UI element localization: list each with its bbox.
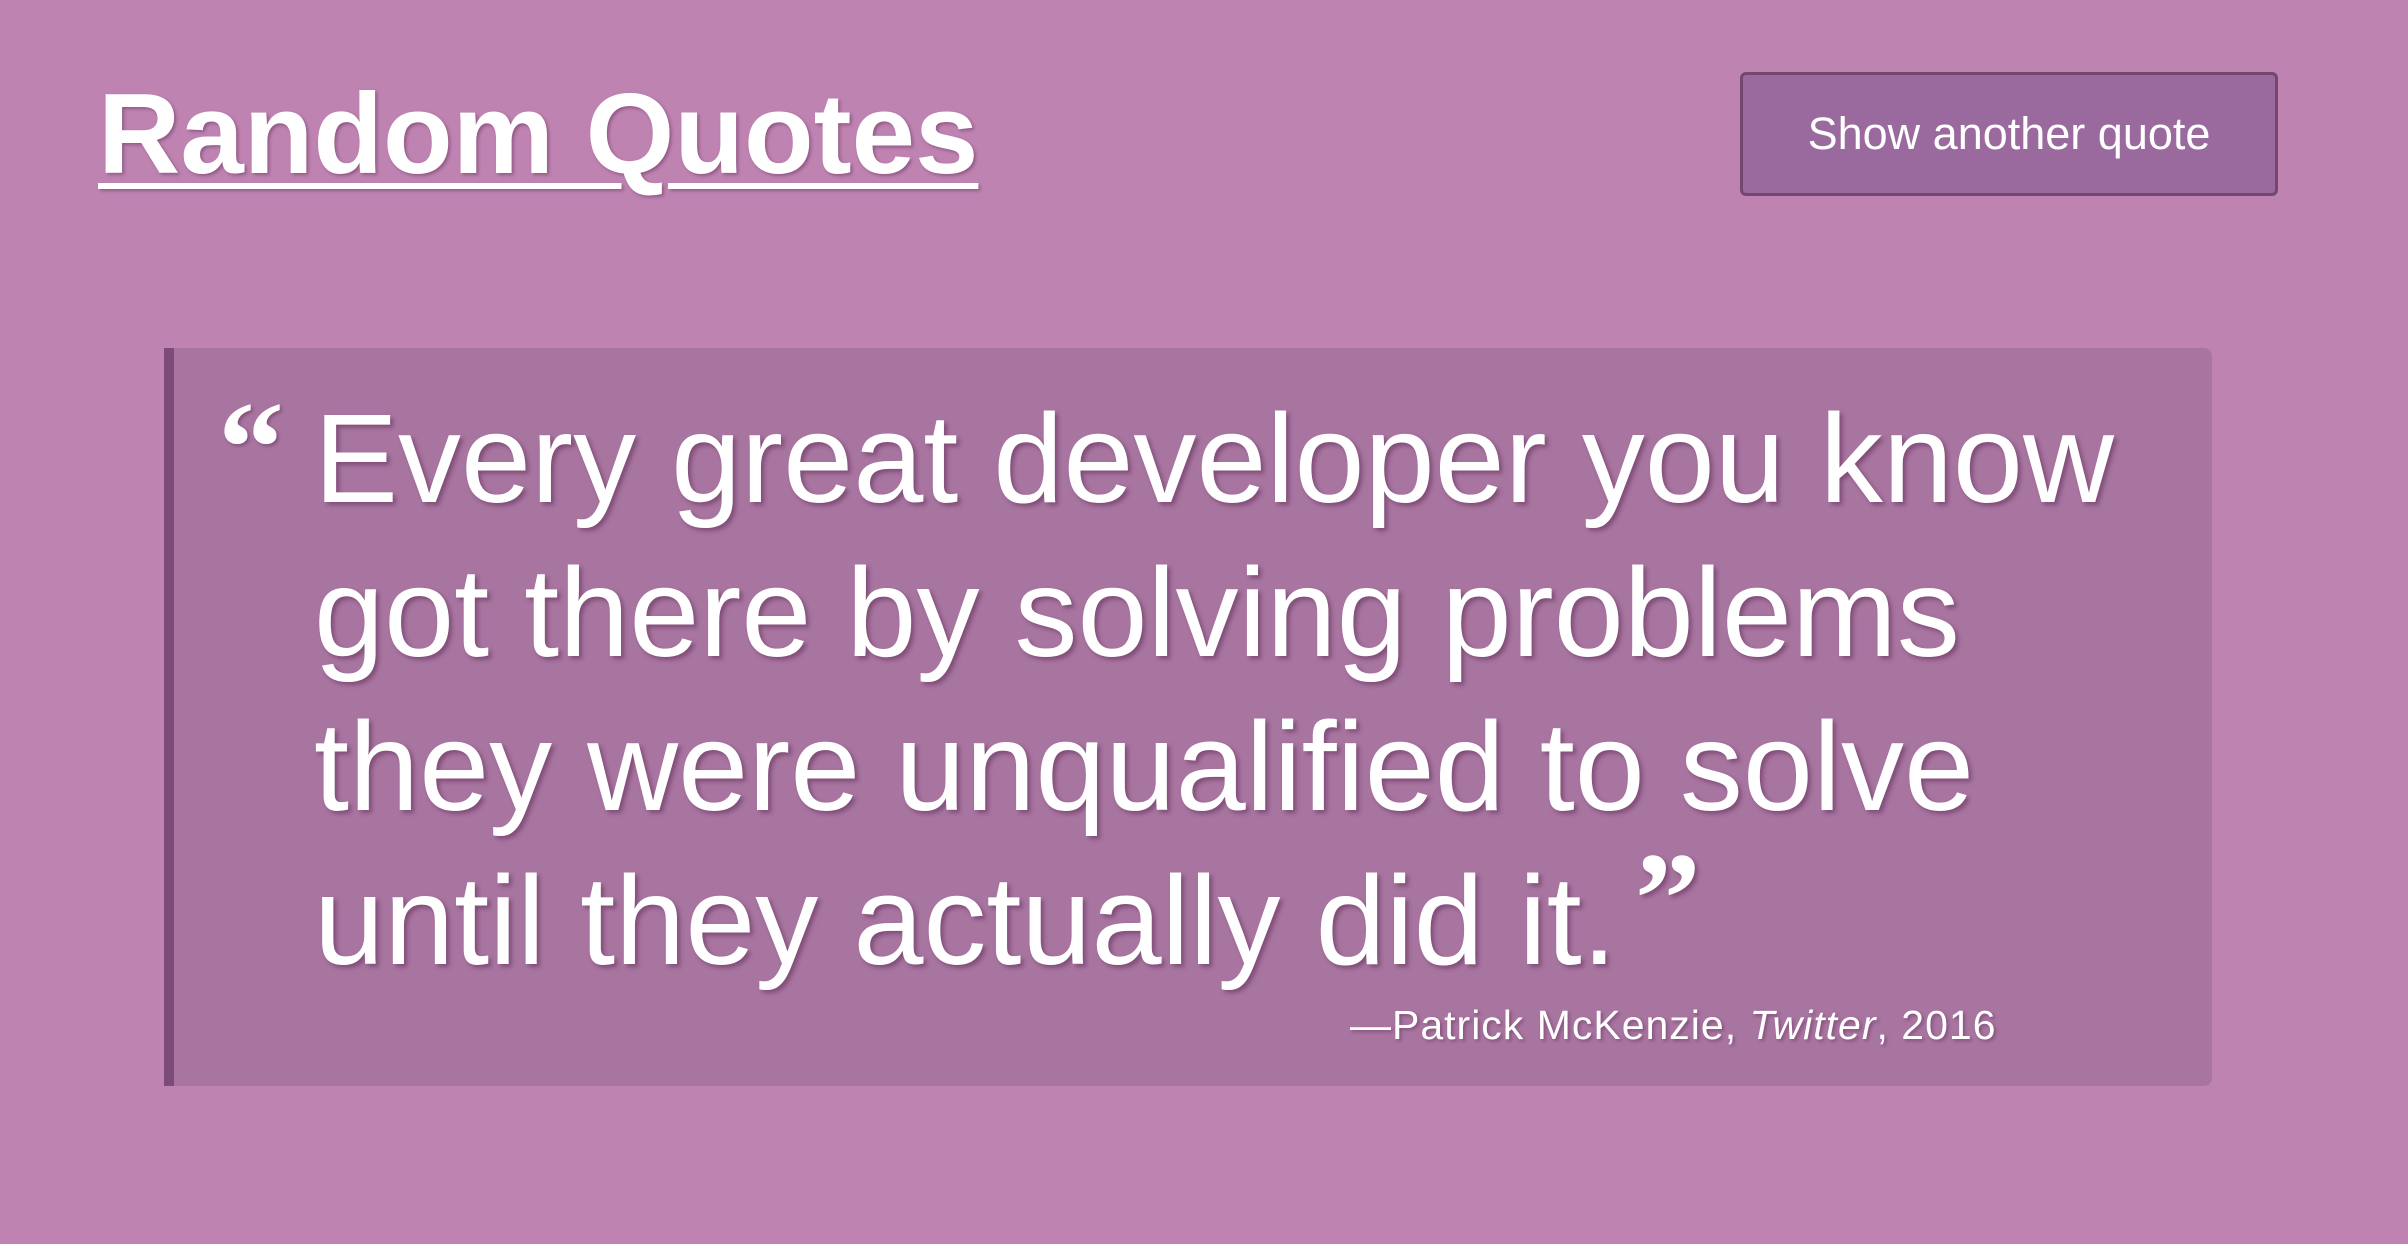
- quote-attribution: —Patrick McKenzie, Twitter, 2016: [1350, 1002, 1997, 1049]
- quote-card: “ Every great developer you know got the…: [164, 348, 2212, 1086]
- attribution-dash: —: [1350, 1002, 1392, 1048]
- page-title: Random Quotes: [98, 71, 979, 198]
- quote-year: 2016: [1901, 1002, 1997, 1048]
- close-quote-mark: ”: [1634, 825, 1701, 972]
- quote-body: Every great developer you know got there…: [314, 388, 2114, 991]
- attribution-separator: ,: [1876, 1002, 1902, 1048]
- quote-text: Every great developer you know got there…: [314, 382, 2174, 998]
- quote-source: Twitter: [1749, 1002, 1877, 1048]
- quote-author: Patrick McKenzie: [1392, 1002, 1725, 1048]
- open-quote-mark: “: [218, 374, 284, 521]
- attribution-separator: ,: [1724, 1002, 1750, 1048]
- show-another-quote-button[interactable]: Show another quote: [1740, 72, 2278, 196]
